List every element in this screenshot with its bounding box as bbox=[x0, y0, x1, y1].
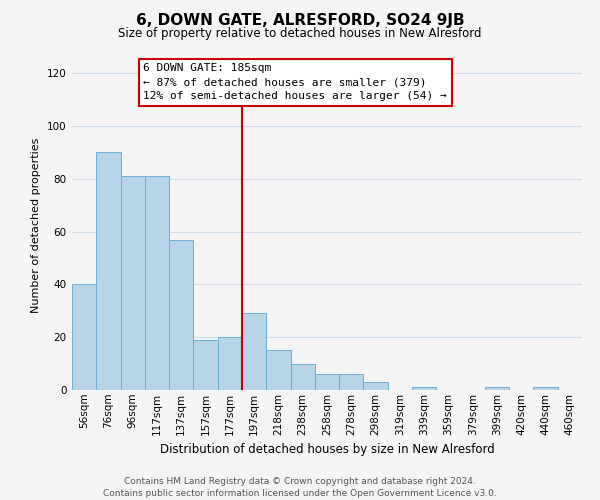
Text: Contains HM Land Registry data © Crown copyright and database right 2024.
Contai: Contains HM Land Registry data © Crown c… bbox=[103, 476, 497, 498]
Bar bbox=[485, 388, 509, 390]
Bar bbox=[290, 364, 315, 390]
Bar bbox=[72, 284, 96, 390]
Bar bbox=[266, 350, 290, 390]
Bar bbox=[364, 382, 388, 390]
Y-axis label: Number of detached properties: Number of detached properties bbox=[31, 138, 41, 312]
Bar bbox=[121, 176, 145, 390]
Text: 6 DOWN GATE: 185sqm
← 87% of detached houses are smaller (379)
12% of semi-detac: 6 DOWN GATE: 185sqm ← 87% of detached ho… bbox=[143, 64, 447, 102]
Bar bbox=[218, 337, 242, 390]
Bar bbox=[193, 340, 218, 390]
Bar bbox=[412, 388, 436, 390]
Bar bbox=[533, 388, 558, 390]
Text: Size of property relative to detached houses in New Alresford: Size of property relative to detached ho… bbox=[118, 28, 482, 40]
Bar bbox=[96, 152, 121, 390]
Bar bbox=[315, 374, 339, 390]
Bar bbox=[242, 314, 266, 390]
X-axis label: Distribution of detached houses by size in New Alresford: Distribution of detached houses by size … bbox=[160, 443, 494, 456]
Bar bbox=[339, 374, 364, 390]
Text: 6, DOWN GATE, ALRESFORD, SO24 9JB: 6, DOWN GATE, ALRESFORD, SO24 9JB bbox=[136, 12, 464, 28]
Bar bbox=[145, 176, 169, 390]
Bar bbox=[169, 240, 193, 390]
